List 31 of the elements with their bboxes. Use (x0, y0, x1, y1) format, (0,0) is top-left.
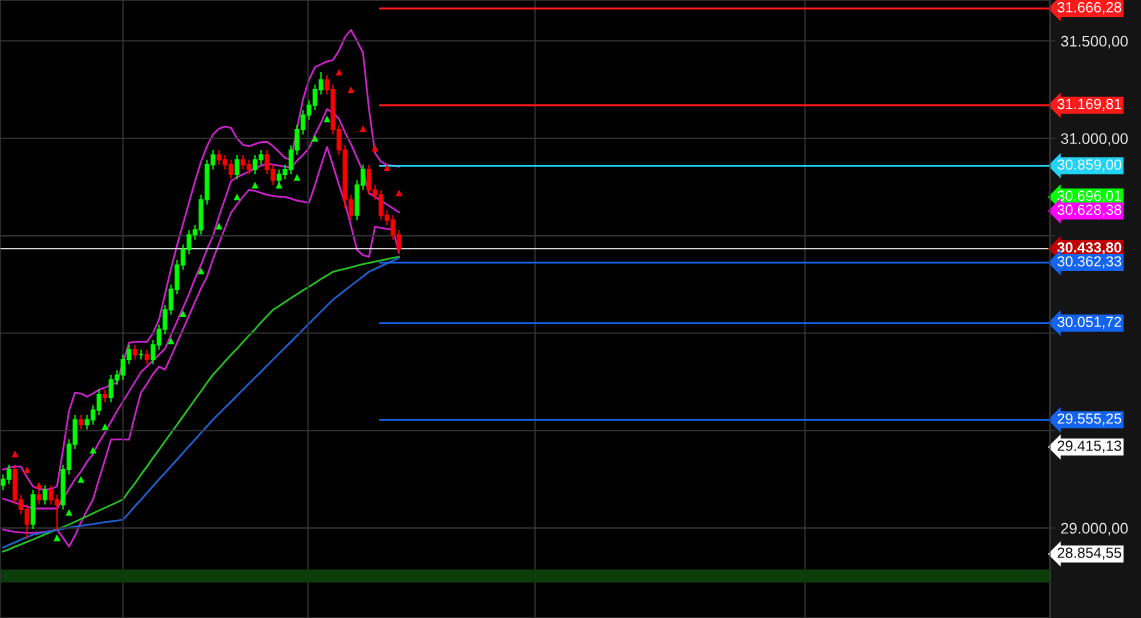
point (65, 509, 73, 516)
y-tick-label: 29.000,00 (1061, 522, 1128, 536)
point (311, 134, 319, 142)
point (323, 115, 331, 123)
point (383, 164, 391, 171)
point (53, 534, 61, 542)
candlestick (90, 404, 96, 426)
point (179, 310, 187, 318)
point (35, 481, 43, 489)
point (77, 475, 85, 483)
y-tick-label: 31.500,00 (1061, 35, 1128, 49)
point (233, 193, 241, 201)
text: 30.628,38 (1057, 204, 1122, 217)
text: 30.696,01 (1057, 190, 1122, 203)
point (197, 267, 205, 275)
ref-line-label: 29.555,25 (1057, 413, 1122, 426)
ref-line-label: 30.051,72 (1057, 316, 1122, 329)
point (101, 423, 109, 431)
ref-line-label: 30.433,80 (1057, 242, 1122, 255)
y-tick-label: 31.000,00 (1061, 133, 1128, 146)
point (359, 125, 367, 132)
ref-line-label: 30.362,33 (1057, 256, 1122, 269)
ref-line-label: 31.169,81 (1057, 98, 1122, 111)
point (23, 466, 31, 473)
point (347, 86, 355, 94)
ref-line-label: 31.666,28 (1057, 2, 1122, 15)
point (293, 173, 301, 181)
text: 29.415,13 (1057, 440, 1122, 453)
point (395, 189, 403, 197)
text: 28.854,55 (1057, 547, 1122, 560)
ref-line-label: 30.859,00 (1057, 159, 1122, 172)
